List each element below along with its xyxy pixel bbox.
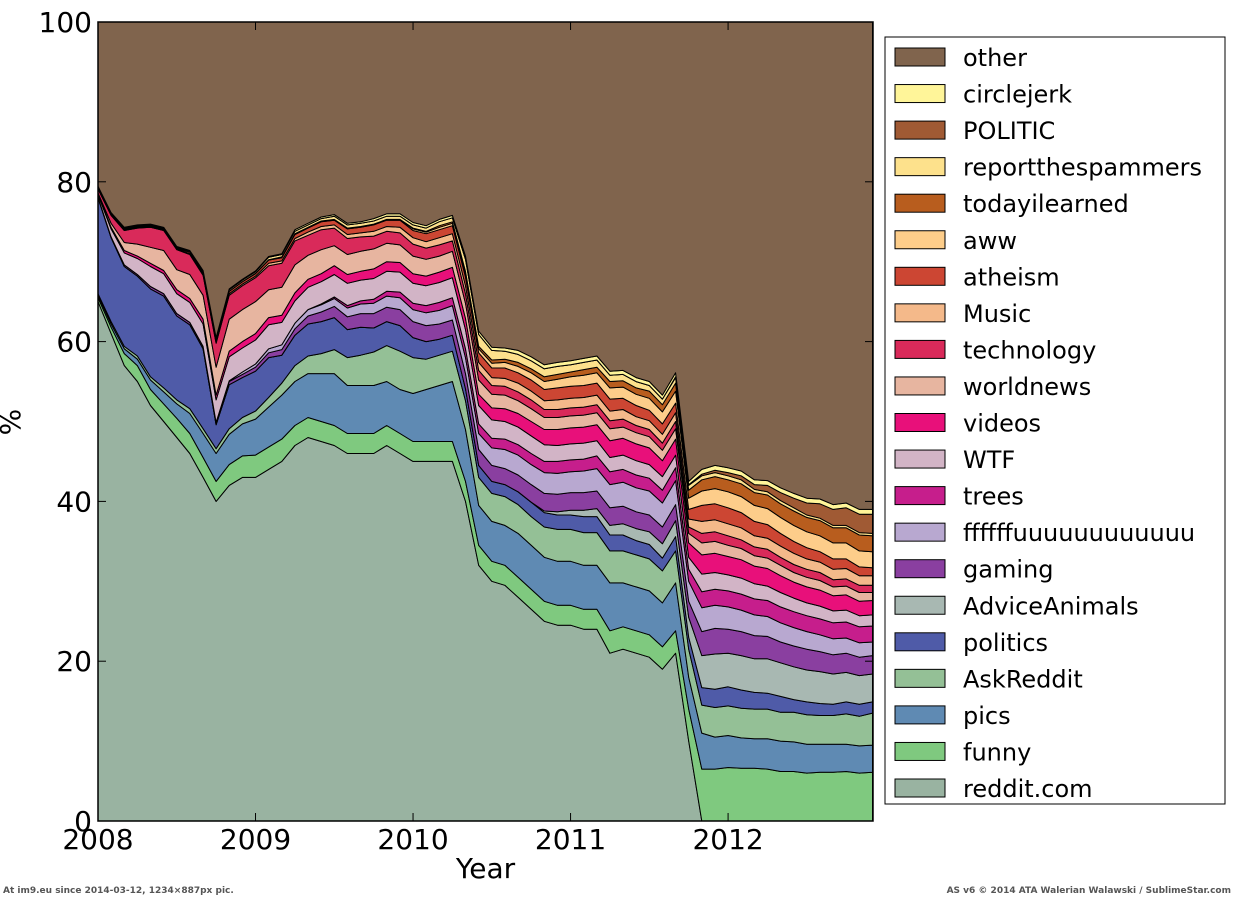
- footer-credit-left: At im9.eu since 2014-03-12, 1234×887px p…: [3, 886, 234, 896]
- legend-label-askreddit: AskReddit: [963, 665, 1083, 693]
- legend-label-funny: funny: [963, 738, 1031, 766]
- legend-label-aww: aww: [963, 227, 1017, 255]
- x-tick-label: 2009: [220, 823, 291, 856]
- legend-label-technology: technology: [963, 336, 1096, 364]
- legend-swatch-todayilearned: [894, 193, 946, 213]
- legend-label-atheism: atheism: [963, 263, 1060, 291]
- y-tick-label: 20: [56, 645, 92, 678]
- legend-swatch-reddit-com: [894, 778, 946, 798]
- axes: 2008 2009 2010 2011 2012 0 20 40 60 80 100: [39, 6, 873, 856]
- legend-label-todayilearned: todayilearned: [963, 190, 1129, 218]
- legend-swatch-trees: [894, 486, 946, 506]
- legend-swatch-wtf: [894, 449, 946, 469]
- x-tick-label: 2010: [377, 823, 448, 856]
- x-tick-label: 2008: [62, 823, 133, 856]
- legend-label-adviceanimals: AdviceAnimals: [963, 592, 1139, 620]
- legend-swatch-circlejerk: [894, 84, 946, 104]
- y-axis-label: %: [0, 409, 27, 436]
- legend-label-circlejerk: circlejerk: [963, 81, 1072, 109]
- x-tick-label: 2011: [535, 823, 606, 856]
- legend-swatch-reportthespammers: [894, 157, 946, 177]
- legend-swatch-gaming: [894, 559, 946, 579]
- legend-swatch-politic: [894, 120, 946, 140]
- legend-label-worldnews: worldnews: [963, 373, 1091, 401]
- legend-swatch-worldnews: [894, 376, 946, 396]
- legend-swatch-politics: [894, 632, 946, 652]
- legend-label-politic: POLITIC: [963, 117, 1055, 145]
- legend-label-reddit-com: reddit.com: [963, 775, 1093, 803]
- legend-swatch-aww: [894, 230, 946, 250]
- footer-suffix: since 2014-03-12, 1234×887px pic.: [52, 886, 234, 896]
- legend-label-trees: trees: [963, 483, 1024, 511]
- footer-credit-right: AS v6 © 2014 ATA Walerian Walawski / Sub…: [946, 886, 1231, 896]
- legend-swatch-funny: [894, 741, 946, 761]
- legend-swatch-pics: [894, 705, 946, 725]
- footer-site-link[interactable]: im9.eu: [17, 886, 53, 896]
- legend-label-gaming: gaming: [963, 556, 1053, 584]
- legend-swatch-askreddit: [894, 668, 946, 688]
- legend-swatch-adviceanimals: [894, 595, 946, 615]
- y-tick-label: 40: [56, 485, 92, 518]
- legend-label-other: other: [963, 44, 1027, 72]
- legend-label-videos: videos: [963, 410, 1041, 438]
- legend-swatch-videos: [894, 413, 946, 432]
- x-axis-label: Year: [455, 852, 516, 885]
- plot-frame: [97, 21, 874, 822]
- legend-label-ffffffuuuuuuuuuuuu: ffffffuuuuuuuuuuuu: [963, 519, 1195, 547]
- y-tick-label: 0: [74, 805, 92, 838]
- y-tick-label: 80: [56, 166, 92, 199]
- y-tick-label: 60: [56, 326, 92, 359]
- legend-label-pics: pics: [963, 702, 1011, 730]
- x-tick-label: 2012: [692, 823, 763, 856]
- footer-prefix: At: [3, 886, 18, 896]
- legend-label-music: Music: [963, 300, 1031, 328]
- legend-swatch-ffffffuuuuuuuuuuuu: [894, 522, 946, 542]
- legend-swatch-music: [894, 303, 946, 323]
- legend-label-politics: politics: [963, 629, 1048, 657]
- legend-label-wtf: WTF: [963, 446, 1015, 474]
- y-tick-label: 100: [39, 6, 92, 39]
- legend: other circlejerk POLITIC reportthespammers t…: [884, 36, 1226, 805]
- legend-swatch-technology: [894, 339, 946, 359]
- legend-swatch-atheism: [894, 266, 946, 286]
- legend-swatch-other: [894, 47, 946, 67]
- area-layers: [97, 21, 873, 822]
- legend-label-reportthespammers: reportthespammers: [963, 154, 1202, 182]
